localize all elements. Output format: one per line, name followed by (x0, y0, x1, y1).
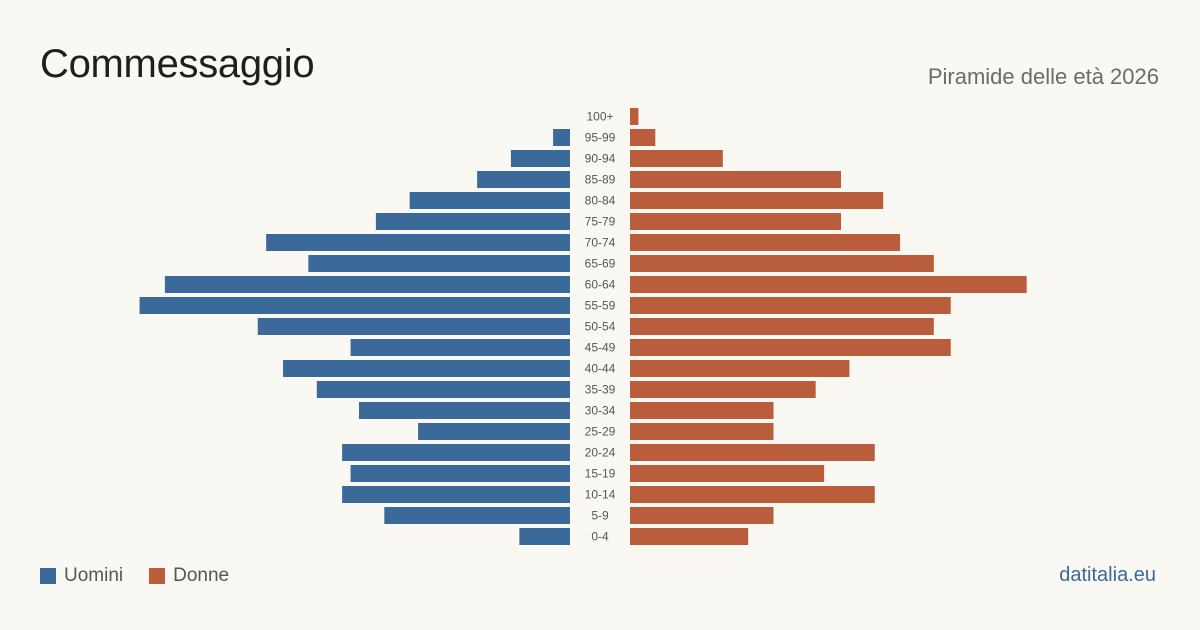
bar-female-60-64 (630, 276, 1027, 293)
bar-male-30-34 (359, 402, 570, 419)
bar-female-90-94 (630, 150, 723, 167)
age-label-95-99: 95-99 (585, 131, 616, 145)
bar-male-75-79 (375, 213, 570, 230)
bar-male-90-94 (510, 150, 570, 167)
legend: Uomini Donne (40, 565, 255, 587)
bar-male-80-84 (409, 192, 570, 209)
bar-male-55-59 (139, 297, 570, 314)
bar-female-0-4 (630, 528, 749, 545)
bar-male-35-39 (316, 381, 570, 398)
page-title: Commessaggio (40, 42, 315, 86)
age-label-0-4: 0-4 (591, 530, 609, 544)
bar-male-95-99 (553, 129, 570, 146)
bar-female-35-39 (630, 381, 816, 398)
bar-female-55-59 (630, 297, 951, 314)
bar-female-85-89 (630, 171, 841, 188)
legend-item-male: Uomini (40, 565, 123, 587)
age-label-60-64: 60-64 (585, 278, 616, 292)
bar-female-45-49 (630, 339, 951, 356)
bar-male-40-44 (283, 360, 570, 377)
bar-female-40-44 (630, 360, 850, 377)
bar-female-5-9 (630, 507, 774, 524)
legend-swatch-female (149, 568, 166, 584)
age-label-90-94: 90-94 (585, 152, 616, 166)
legend-label-female: Donne (173, 565, 230, 586)
bar-male-60-64 (164, 276, 570, 293)
age-label-65-69: 65-69 (585, 257, 616, 271)
age-label-5-9: 5-9 (591, 509, 609, 523)
age-label-15-19: 15-19 (585, 467, 616, 481)
age-label-75-79: 75-79 (585, 215, 616, 229)
bar-male-15-19 (350, 465, 570, 482)
bar-male-45-49 (350, 339, 570, 356)
brand-link[interactable]: datitalia.eu (1059, 564, 1156, 586)
age-label-85-89: 85-89 (585, 173, 616, 187)
age-label-35-39: 35-39 (585, 383, 616, 397)
legend-item-female: Donne (149, 565, 229, 587)
chart-subtitle: Piramide delle età 2026 (927, 64, 1159, 89)
age-label-55-59: 55-59 (585, 299, 616, 313)
age-label-100+: 100+ (586, 110, 613, 124)
bar-male-65-69 (308, 255, 570, 272)
age-label-50-54: 50-54 (585, 320, 616, 334)
bar-male-85-89 (477, 171, 570, 188)
bar-male-5-9 (384, 507, 570, 524)
bar-female-30-34 (630, 402, 774, 419)
age-label-80-84: 80-84 (585, 194, 616, 208)
bar-female-15-19 (630, 465, 825, 482)
bar-female-10-14 (630, 486, 875, 503)
bar-female-65-69 (630, 255, 934, 272)
bar-female-75-79 (630, 213, 841, 230)
bar-female-70-74 (630, 234, 901, 251)
age-label-45-49: 45-49 (585, 341, 616, 355)
bar-female-25-29 (630, 423, 774, 440)
age-label-40-44: 40-44 (585, 362, 616, 376)
age-label-30-34: 30-34 (585, 404, 616, 418)
age-label-25-29: 25-29 (585, 425, 616, 439)
bar-male-10-14 (342, 486, 570, 503)
bar-female-50-54 (630, 318, 934, 335)
age-label-20-24: 20-24 (585, 446, 616, 460)
age-label-70-74: 70-74 (585, 236, 616, 250)
bar-female-80-84 (630, 192, 884, 209)
bar-male-0-4 (519, 528, 570, 545)
bar-male-20-24 (342, 444, 570, 461)
bar-female-20-24 (630, 444, 875, 461)
bar-male-50-54 (257, 318, 570, 335)
bar-female-100+ (630, 108, 639, 125)
bar-male-25-29 (418, 423, 570, 440)
legend-label-male: Uomini (64, 565, 124, 586)
bar-female-95-99 (630, 129, 656, 146)
age-label-10-14: 10-14 (585, 488, 616, 502)
legend-swatch-male (40, 568, 56, 584)
bar-male-70-74 (266, 234, 570, 251)
